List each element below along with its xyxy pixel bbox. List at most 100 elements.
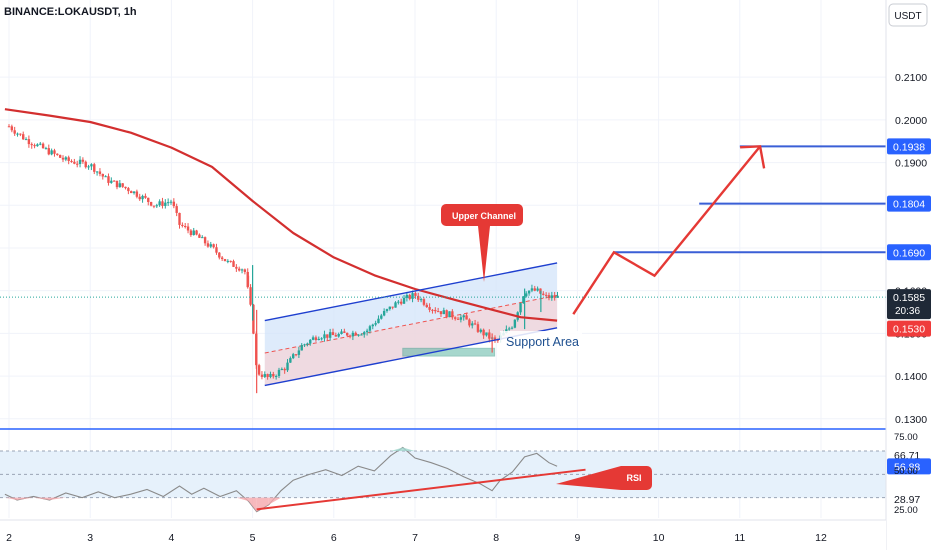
candle (345, 332, 349, 337)
candle-body (306, 343, 309, 345)
rsi-tick-label: 50.00 (894, 466, 918, 477)
candle-body (243, 269, 247, 272)
candle-body (399, 301, 403, 304)
time-tick-label: 2 (6, 532, 12, 544)
candle-body (81, 159, 85, 162)
candle-body (152, 205, 156, 207)
candle-body (300, 345, 303, 351)
candle-body (44, 148, 48, 150)
candle-body (155, 205, 158, 207)
rsi-line[interactable] (4, 446, 558, 513)
candle-body (277, 369, 281, 376)
candle (294, 354, 298, 357)
currency-button-label: USDT (894, 11, 921, 22)
candle (510, 326, 514, 330)
rsi-tick-label: 25.00 (894, 505, 918, 516)
candle-body (331, 332, 335, 336)
candle (186, 223, 190, 234)
candle-body (212, 244, 215, 248)
candle (235, 264, 238, 272)
candle (226, 259, 230, 264)
candle (382, 308, 386, 317)
rsi-trendline[interactable] (256, 468, 586, 511)
candle (240, 268, 244, 274)
candle-body (419, 299, 423, 301)
target-level-tag-bg (887, 244, 931, 261)
candle-body (365, 330, 369, 333)
candle (147, 197, 150, 206)
candle (309, 339, 312, 346)
rsi-plot[interactable]: RSI (0, 428, 932, 513)
candle (53, 148, 56, 157)
candle (95, 171, 99, 176)
candle-body (380, 315, 383, 319)
candle-body (141, 195, 144, 200)
rsi-callout[interactable] (556, 466, 652, 490)
candle (27, 135, 31, 148)
candle (252, 303, 255, 335)
price-plot[interactable]: Upper Channel Support Area (0, 108, 886, 394)
candle-body (428, 307, 431, 310)
candle-body (161, 201, 164, 206)
candle-body (436, 311, 440, 313)
candle (104, 175, 107, 178)
ema-line[interactable] (4, 108, 558, 322)
candle-body (283, 368, 286, 371)
channel-lower-fill (264, 295, 558, 386)
candle-body (201, 237, 204, 239)
rsi-low-label: 28.97 (894, 494, 920, 506)
candle (482, 328, 485, 339)
time-axis[interactable]: 2 3 4 5 6 7 8 9 10 11 12 (0, 519, 886, 550)
candle (340, 329, 343, 335)
price-axis[interactable]: 0.21000.20000.19000.18000.17000.16000.15… (885, 0, 932, 550)
candle-body (24, 139, 28, 141)
candle-body (354, 332, 357, 336)
candle (19, 133, 22, 137)
candle (397, 299, 400, 305)
candle-body (286, 362, 289, 371)
candle-body (266, 374, 269, 377)
last-price-tag: 0.1585 (893, 292, 925, 304)
support-zone[interactable] (402, 347, 496, 357)
candle-body (90, 164, 93, 167)
price-tick-label: 0.2000 (895, 115, 927, 127)
candle (328, 328, 332, 341)
candle-body (377, 318, 380, 324)
candle (61, 155, 65, 163)
candle (445, 309, 448, 319)
candle (152, 205, 156, 209)
candle (434, 307, 437, 314)
candle (260, 371, 264, 380)
candle-body (198, 234, 201, 238)
candle (81, 157, 85, 164)
candle-body (135, 191, 139, 197)
candle-body (240, 269, 244, 271)
candle (198, 233, 201, 238)
candle-body (317, 338, 320, 341)
candle (317, 336, 320, 341)
currency-button[interactable]: USDT (888, 3, 928, 27)
candle (323, 330, 326, 342)
candle-body (238, 268, 241, 271)
candle (547, 292, 551, 301)
candle (232, 259, 235, 268)
candle (292, 352, 295, 360)
projection-path[interactable] (572, 145, 762, 315)
candle (56, 153, 59, 156)
candle (343, 328, 346, 333)
candle (149, 201, 153, 207)
candle (98, 168, 102, 177)
candle-body (226, 260, 230, 262)
channel-upper-line[interactable] (264, 262, 558, 322)
candle-body (13, 130, 16, 134)
candle (272, 371, 275, 379)
candle-body (482, 329, 485, 336)
candle (274, 374, 278, 380)
time-tick-label: 7 (412, 532, 418, 544)
candle (533, 285, 536, 292)
upper-channel-callout[interactable] (441, 204, 523, 282)
candle (311, 335, 315, 341)
candle (84, 160, 87, 169)
target-level-tag: 0.1938 (893, 141, 925, 153)
